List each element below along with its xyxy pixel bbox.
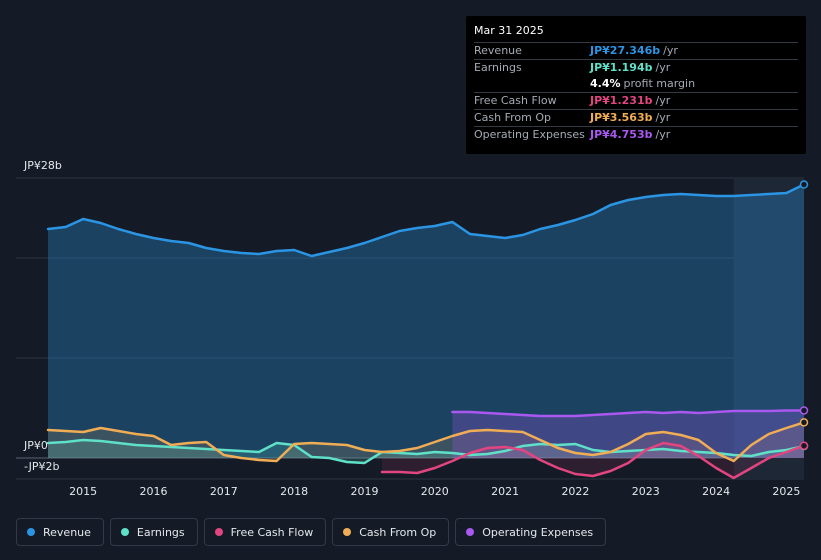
cash-from-op-end-marker[interactable]	[799, 418, 809, 427]
x-tick-label: 2016	[139, 485, 167, 498]
operating-expenses-end-marker[interactable]	[799, 406, 809, 415]
tooltip-row-unit: /yr	[655, 111, 671, 124]
legend-dot-icon	[27, 528, 35, 536]
tooltip-date: Mar 31 2025	[474, 24, 544, 37]
legend-item-cash-from-op[interactable]: Cash From Op	[332, 518, 450, 546]
legend-item-free-cash-flow[interactable]: Free Cash Flow	[203, 518, 327, 546]
tooltip-row-value: JP¥1.194b	[590, 61, 653, 74]
revenue-line	[46, 183, 806, 258]
x-tick-label: 2023	[632, 485, 660, 498]
legend-item-earnings[interactable]: Earnings	[109, 518, 198, 546]
tooltip-row: Operating Expenses JP¥4.753b/yr	[474, 126, 798, 143]
tooltip-row: Earnings JP¥1.194b/yr	[474, 59, 798, 76]
legend-item-operating-expenses[interactable]: Operating Expenses	[455, 518, 607, 546]
earnings-line	[46, 438, 806, 465]
data-tooltip: Mar 31 2025 Revenue JP¥27.346b/yr Earnings…	[466, 16, 806, 154]
tooltip-row: Revenue JP¥27.346b/yr	[474, 42, 798, 59]
recent-period-highlight	[733, 178, 804, 479]
tooltip-row-value: JP¥4.753b	[590, 128, 653, 141]
x-tick-label: 2015	[69, 485, 97, 498]
revenue-end-marker[interactable]	[799, 180, 809, 189]
x-tick-label: 2021	[491, 485, 519, 498]
x-tick-label: 2017	[210, 485, 238, 498]
x-tick-label: 2025	[772, 485, 800, 498]
x-tick-label: 2022	[561, 485, 589, 498]
tooltip-row-unit: /yr	[655, 128, 671, 141]
tooltip-row: Free Cash Flow JP¥1.231b/yr	[474, 92, 798, 109]
tooltip-row-label: Free Cash Flow	[474, 94, 557, 107]
tooltip-row-value: 4.4%	[590, 77, 621, 90]
x-tick-label: 2020	[421, 485, 449, 498]
tooltip-row-value: JP¥3.563b	[590, 111, 653, 124]
legend-item-label: Revenue	[43, 525, 91, 539]
legend-dot-icon	[120, 528, 129, 536]
legend: Revenue Earnings Free Cash Flow Cash From O…	[16, 518, 607, 546]
operating-expenses-line	[451, 409, 806, 418]
tooltip-row: Cash From Op JP¥3.563b/yr	[474, 109, 798, 126]
free-cash-flow-area	[382, 443, 804, 478]
legend-item-label: Free Cash Flow	[230, 525, 314, 539]
y-axis-zero-label: JP¥0	[23, 439, 48, 452]
tooltip-row-value: JP¥27.346b	[590, 44, 661, 57]
cash-from-op-line	[46, 421, 806, 463]
tooltip-row-unit: /yr	[655, 94, 671, 107]
x-tick-label: 2024	[702, 485, 730, 498]
y-axis-top-label: JP¥28b	[23, 159, 62, 172]
legend-dot-icon	[343, 528, 352, 536]
y-axis-bottom-label: -JP¥2b	[24, 460, 59, 473]
x-tick-label: 2018	[280, 485, 308, 498]
legend-item-label: Operating Expenses	[482, 525, 594, 539]
x-tick-label: 2019	[350, 485, 378, 498]
tooltip-row-value: JP¥1.231b	[590, 94, 653, 107]
legend-dot-icon	[214, 528, 223, 536]
free-cash-flow-end-marker[interactable]	[799, 441, 809, 450]
legend-dot-icon	[466, 528, 475, 536]
tooltip-row-label: Revenue	[474, 44, 522, 57]
tooltip-row: 4.4% profit margin	[474, 76, 798, 92]
free-cash-flow-line	[380, 441, 806, 480]
operating-expenses-area	[452, 410, 804, 458]
legend-item-revenue[interactable]: Revenue	[16, 518, 104, 546]
legend-item-label: Cash From Op	[359, 525, 437, 539]
tooltip-row-unit: profit margin	[623, 77, 696, 90]
tooltip-row-label: Operating Expenses	[474, 128, 585, 141]
tooltip-row-label: Cash From Op	[474, 111, 552, 124]
tooltip-row-label	[474, 76, 590, 92]
legend-item-label: Earnings	[136, 525, 185, 539]
tooltip-row-unit: /yr	[655, 61, 671, 74]
tooltip-row-label: Earnings	[474, 61, 522, 74]
tooltip-row-unit: /yr	[663, 44, 678, 57]
